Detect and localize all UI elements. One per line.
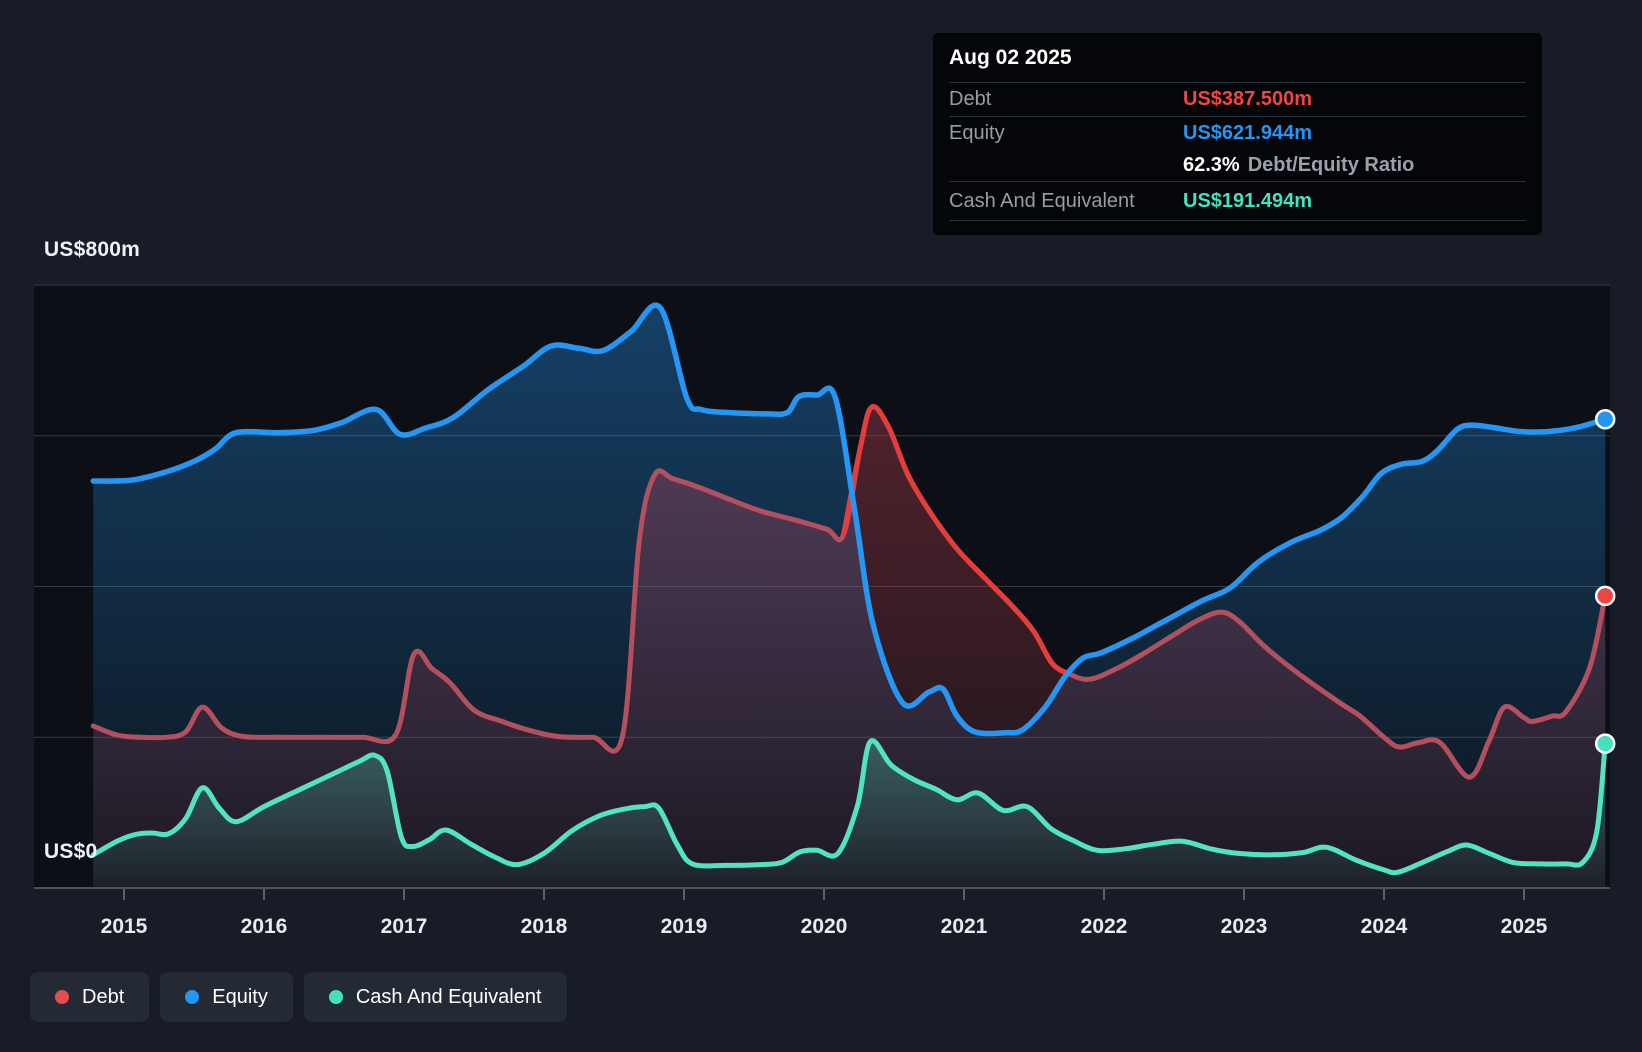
debt-equity-ratio-value: 62.3% bbox=[1183, 154, 1240, 176]
chart-tooltip: Aug 02 2025 Debt US$387.500m Equity US$6… bbox=[933, 33, 1542, 235]
legend-debt-label: Debt bbox=[82, 985, 125, 1008]
debt-endpoint-marker bbox=[1594, 585, 1616, 607]
cash-and-equivalent-endpoint-marker bbox=[1594, 733, 1616, 754]
x-axis-label-2015: 2015 bbox=[101, 915, 148, 938]
legend-item-debt[interactable]: Debt bbox=[30, 972, 150, 1022]
cash-line bbox=[90, 738, 1608, 876]
x-axis-label-2024: 2024 bbox=[1361, 915, 1408, 938]
cash-and-equivalent-area bbox=[93, 740, 1606, 888]
tooltip-cash-label: Cash And Equivalent bbox=[949, 189, 1135, 212]
x-axis-label-2022: 2022 bbox=[1081, 915, 1128, 938]
legend-cash-label: Cash And Equivalent bbox=[355, 985, 542, 1008]
x-axis-label-2025: 2025 bbox=[1501, 915, 1548, 938]
cash-dot-icon bbox=[328, 990, 343, 1004]
tooltip-equity-label: Equity bbox=[949, 122, 1005, 144]
tooltip-date: Aug 02 2025 bbox=[949, 33, 1526, 83]
x-axis-label-2023: 2023 bbox=[1221, 915, 1268, 938]
tooltip-debt-label: Debt bbox=[949, 88, 992, 110]
debt-line-highlight bbox=[841, 404, 1072, 677]
tooltip-debt-value: US$387.500m bbox=[1183, 88, 1312, 110]
x-axis-label-2021: 2021 bbox=[941, 915, 988, 938]
legend-equity-label: Equity bbox=[212, 985, 268, 1008]
debt-dot-icon bbox=[55, 990, 69, 1004]
x-axis-label-2016: 2016 bbox=[241, 915, 288, 938]
tooltip-row-cash: Cash And Equivalent US$191.494m bbox=[949, 182, 1526, 221]
x-axis-label-2018: 2018 bbox=[521, 915, 568, 938]
x-axis-label-2020: 2020 bbox=[801, 915, 848, 938]
x-axis-label-2019: 2019 bbox=[661, 915, 708, 938]
equity-endpoint-marker bbox=[1594, 408, 1616, 430]
equity-dot-icon bbox=[185, 990, 200, 1004]
chart-legend: Debt Equity Cash And Equivalent bbox=[30, 972, 567, 1022]
tooltip-row-ratio: 62.3% Debt/Equity Ratio bbox=[949, 150, 1526, 182]
legend-item-equity[interactable]: Equity bbox=[160, 972, 293, 1022]
debt-equity-ratio-label: Debt/Equity Ratio bbox=[1247, 154, 1415, 176]
equity-line bbox=[90, 302, 1608, 737]
tooltip-cash-value: US$191.494m bbox=[1183, 189, 1312, 212]
y-axis-max-label: US$800m bbox=[44, 238, 140, 261]
tooltip-row-equity: Equity US$621.944m bbox=[949, 117, 1526, 150]
tooltip-equity-value: US$621.944m bbox=[1183, 122, 1312, 144]
debt-area bbox=[93, 406, 1606, 888]
x-axis-label-2017: 2017 bbox=[381, 915, 428, 938]
tooltip-row-debt: Debt US$387.500m bbox=[949, 83, 1526, 117]
y-axis-min-label: US$0 bbox=[44, 840, 98, 863]
legend-item-cash[interactable]: Cash And Equivalent bbox=[303, 972, 567, 1022]
